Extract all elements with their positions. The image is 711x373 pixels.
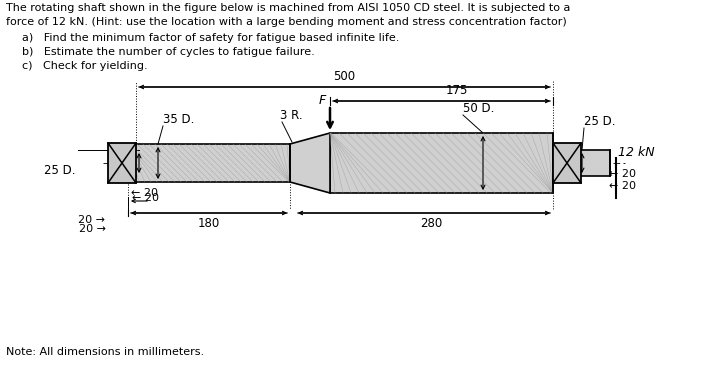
Text: ← 20: ← 20 — [609, 169, 636, 179]
Text: ← 20: ← 20 — [132, 193, 159, 203]
Text: F: F — [319, 94, 326, 107]
Text: 20 →: 20 → — [79, 224, 106, 234]
Bar — [330, 133, 553, 193]
Text: 12 kN: 12 kN — [618, 147, 655, 160]
Bar — [330, 133, 553, 193]
Text: 500: 500 — [333, 70, 356, 83]
Text: ← 20: ← 20 — [131, 188, 158, 198]
Text: 25 D.: 25 D. — [584, 115, 616, 128]
Text: a)   Find the minimum factor of safety for fatigue based infinite life.: a) Find the minimum factor of safety for… — [22, 33, 400, 43]
Text: 175: 175 — [445, 84, 468, 97]
Text: 25 D.: 25 D. — [45, 164, 76, 178]
Text: Note: All dimensions in millimeters.: Note: All dimensions in millimeters. — [6, 347, 204, 357]
Text: 20 →: 20 → — [78, 215, 105, 225]
Text: 50 D.: 50 D. — [463, 102, 494, 115]
Text: 180: 180 — [198, 217, 220, 230]
Bar — [108, 150, 146, 176]
Text: c)   Check for yielding.: c) Check for yielding. — [22, 61, 148, 71]
Text: 280: 280 — [420, 217, 443, 230]
Text: force of 12 kN. (Hint: use the location with a large bending moment and stress c: force of 12 kN. (Hint: use the location … — [6, 17, 567, 27]
Polygon shape — [290, 133, 330, 193]
Text: 3 R.: 3 R. — [280, 109, 303, 122]
Bar — [108, 143, 136, 183]
Text: The rotating shaft shown in the figure below is machined from AISI 1050 CD steel: The rotating shaft shown in the figure b… — [6, 3, 570, 13]
Text: ← 20: ← 20 — [609, 181, 636, 191]
Text: 35 D.: 35 D. — [163, 113, 194, 126]
Text: b)   Estimate the number of cycles to fatigue failure.: b) Estimate the number of cycles to fati… — [22, 47, 315, 57]
Bar — [553, 143, 581, 183]
Bar — [128, 144, 290, 182]
Bar — [578, 150, 610, 176]
